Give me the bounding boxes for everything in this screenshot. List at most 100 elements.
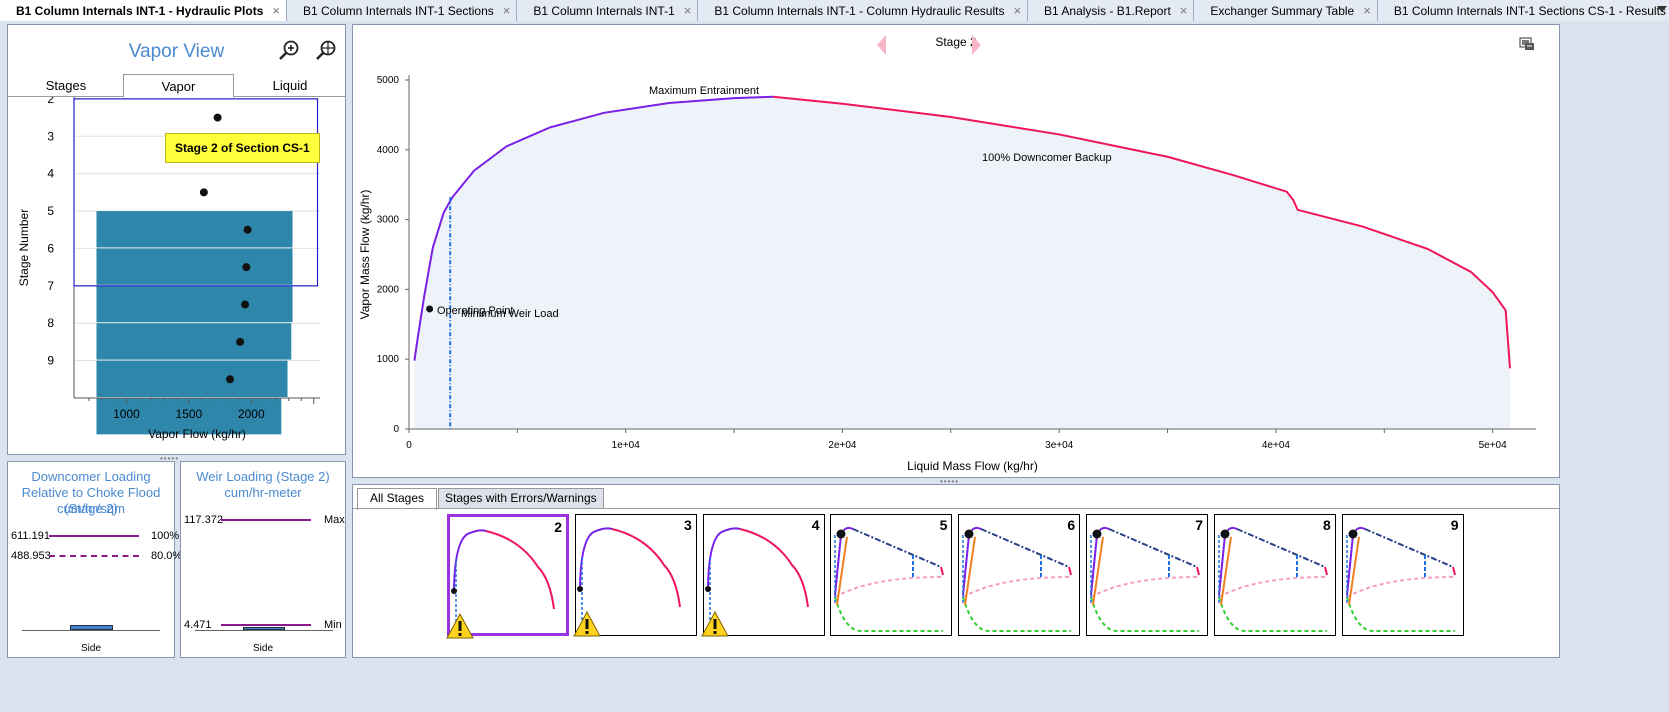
tab-sections-results[interactable]: B1 Column Internals INT-1 Sections CS-1 …	[1377, 0, 1669, 21]
downcomer-line-80	[49, 555, 139, 557]
stage-bar	[96, 398, 282, 435]
weir-title: Weir Loading (Stage 2)	[196, 469, 330, 484]
tab-label: B1 Column Internals INT-1 Sections	[302, 3, 494, 18]
thumb-flood-line	[1196, 566, 1200, 576]
stage-thumbnail-number: 7	[1195, 517, 1203, 533]
thumb-weir-line	[836, 536, 849, 606]
tab-all-stages[interactable]: All Stages	[357, 488, 438, 510]
export-plot-icon[interactable]	[1519, 35, 1535, 51]
thumb-operating-point	[1220, 529, 1230, 539]
subtab-stages[interactable]: Stages	[45, 78, 87, 93]
vapor-flow-chart: 2 3 4 5 6 7 8 9 1000 1500 2000 Vapor Flow (kg/hr) St…	[17, 97, 320, 441]
chevron-down-icon[interactable]	[1657, 6, 1667, 12]
splitter-handle[interactable]: •••••	[160, 454, 180, 463]
tab-analysis-report[interactable]: B1 Analysis - B1.Report ×	[1028, 0, 1195, 21]
tab-internals[interactable]: B1 Column Internals INT-1 ×	[517, 0, 699, 21]
vapor-point	[242, 263, 251, 272]
close-icon[interactable]: ×	[272, 3, 280, 18]
splitter-handle[interactable]: •••••	[940, 477, 960, 486]
weir-units: cum/hr-meter	[224, 485, 302, 500]
weir-bar	[243, 627, 285, 630]
zoom-fit-icon[interactable]	[315, 39, 337, 61]
thumb-downcomer-line	[1108, 528, 1198, 568]
stage-thumbnail-plot	[451, 529, 555, 635]
tab-internals-sections[interactable]: B1 Column Internals INT-1 Sections ×	[286, 0, 518, 21]
downcomer-axis	[22, 630, 160, 631]
tab-hydraulic-plots[interactable]: B1 Column Internals INT-1 - Hydraulic Pl…	[0, 0, 287, 21]
thumb-downcomer-line	[611, 528, 681, 608]
close-icon[interactable]: ×	[502, 3, 511, 18]
annotation-min-weir-load: Minimum Weir Load	[461, 308, 559, 320]
y-tick-label: 5	[47, 204, 54, 218]
close-icon[interactable]: ×	[1363, 3, 1371, 18]
x-tick-label: 2000	[238, 407, 265, 421]
stage-thumbnail-plot	[1217, 526, 1328, 632]
thumb-entrainment-line	[453, 529, 487, 590]
warning-icon	[572, 611, 601, 637]
stage-bar	[96, 285, 293, 323]
stage-thumbnail-plot	[1345, 526, 1456, 632]
stage-thumbnail-4[interactable]: 4	[700, 514, 825, 637]
close-icon[interactable]: ×	[1013, 3, 1022, 18]
hydraulic-chart: 0 1000 2000 3000 4000 5000 0 1e+04 2e+04 3e+04 4e+…	[358, 75, 1536, 473]
thumb-dump-line	[834, 596, 944, 632]
thumb-downcomer-line	[739, 528, 809, 608]
thumb-dump-line	[1090, 596, 1199, 632]
weir-loading-pane: Weir Loading (Stage 2) cum/hr-meter 117.…	[180, 461, 346, 658]
annotation-downcomer-backup: 100% Downcomer Backup	[982, 152, 1112, 164]
y-tick-label: 6	[47, 241, 54, 255]
thumb-flood-line	[940, 566, 945, 576]
stage-thumbnail-number: 3	[684, 517, 692, 533]
thumb-weep-line	[1090, 576, 1200, 598]
stage-thumbnail-9[interactable]: 9	[1341, 514, 1464, 636]
vapor-point	[199, 188, 208, 197]
weir-xlabel: Side	[252, 643, 273, 654]
x-axis-label: Liquid Mass Flow (kg/hr)	[907, 459, 1038, 473]
stage-thumbnail-8[interactable]: 8	[1213, 514, 1336, 636]
thumb-weir-line	[964, 536, 977, 606]
weir-label-max: Max	[324, 514, 345, 526]
thumb-operating-point	[1092, 529, 1102, 539]
downcomer-loading-pane: Downcomer Loading Relative to Choke Floo…	[7, 461, 182, 658]
thumb-flood-line	[1068, 566, 1073, 576]
tab-exchanger-summary[interactable]: Exchanger Summary Table ×	[1194, 0, 1378, 21]
close-icon[interactable]: ×	[683, 3, 692, 18]
tab-hydraulic-results[interactable]: B1 Column Internals INT-1 - Column Hydra…	[698, 0, 1029, 21]
stage-thumbnail-3[interactable]: 3	[572, 514, 697, 637]
tab-stages-with-errors[interactable]: Stages with Errors/Warnings	[438, 488, 604, 508]
stage-thumbnail-2[interactable]: 2	[446, 514, 569, 639]
thumb-flood-line	[1323, 566, 1328, 576]
y-axis-label: Stage Number	[17, 209, 31, 286]
thumb-weep-line	[1346, 576, 1455, 598]
thumb-downcomer-line	[1236, 528, 1326, 568]
stage-thumbnail-7[interactable]: 7	[1086, 514, 1208, 636]
vapor-point	[236, 337, 245, 346]
stage-thumbnail-number: 9	[1450, 517, 1459, 533]
stage-thumbnail-5[interactable]: 5	[830, 514, 953, 636]
stage-thumbnail-6[interactable]: 6	[958, 514, 1081, 636]
vapor-view-pane: Vapor View Stages Vapor Liquid 2 3 4 5 6 7 8 9 1…	[7, 24, 346, 455]
subtab-vapor[interactable]: Vapor	[123, 74, 234, 98]
thumb-operating-point	[451, 588, 457, 594]
vapor-point	[243, 225, 252, 234]
stage-thumbnail-plot	[576, 527, 681, 633]
thumb-flood-line	[1451, 566, 1456, 576]
zoom-in-icon[interactable]	[278, 39, 300, 61]
downcomer-bar	[70, 625, 113, 630]
weir-label-min: Min	[324, 619, 342, 631]
x-tick-label: 1e+04	[612, 440, 641, 451]
downcomer-title: Downcomer Loading Relative to Choke Floo…	[21, 469, 161, 516]
x-tick-label: 2e+04	[828, 440, 857, 451]
y-tick-label: 0	[393, 424, 399, 435]
next-stage-arrow-icon[interactable]	[972, 35, 981, 55]
stage-bar	[96, 360, 288, 397]
feasible-region	[414, 96, 1510, 429]
subtab-liquid[interactable]: Liquid	[272, 78, 308, 93]
close-icon[interactable]: ×	[1179, 3, 1188, 18]
downcomer-units: cum/hr/sqm	[57, 501, 125, 516]
vapor-view-subtabs: Stages Vapor Liquid	[8, 72, 345, 98]
stage-thumbnails-pane: All Stages Stages with Errors/Warnings 2…	[352, 484, 1560, 658]
previous-stage-arrow-icon[interactable]	[877, 35, 886, 55]
thumb-entrainment-line	[578, 527, 613, 588]
stage-thumbnail-plot	[1090, 526, 1200, 632]
